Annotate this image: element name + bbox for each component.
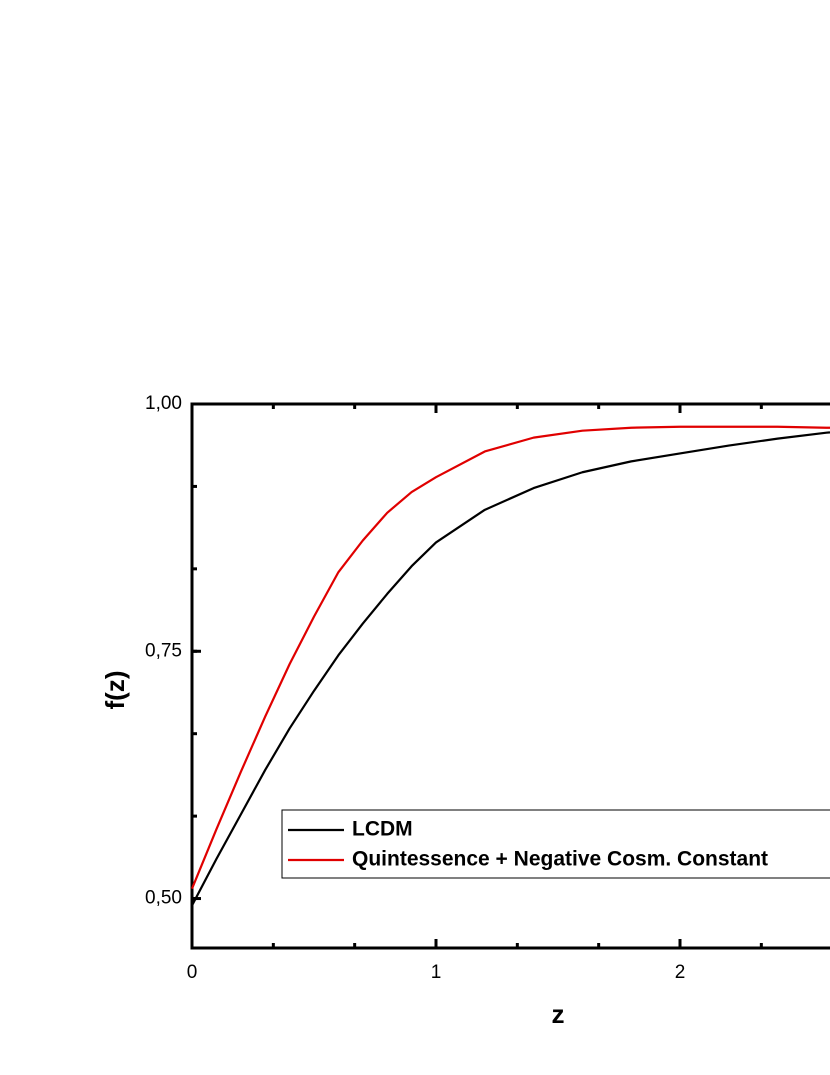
y-tick-label: 1,00 [145,393,182,414]
x-tick-label: 0 [187,962,198,983]
x-tick-label: 1 [431,962,442,983]
series-line [190,425,830,890]
series-line [191,431,830,906]
legend-label: LCDM [352,818,413,841]
y-tick-label: 0,50 [145,888,182,909]
legend-label: Quintessence + Negative Cosm. Constant [352,848,768,871]
legend-box [281,809,830,879]
y-axis-title: f(z) [100,671,130,710]
y-tick-label: 0,75 [145,640,182,661]
x-axis-title: z [552,999,565,1029]
x-tick-label: 2 [675,962,686,983]
plot-frame [190,402,830,950]
